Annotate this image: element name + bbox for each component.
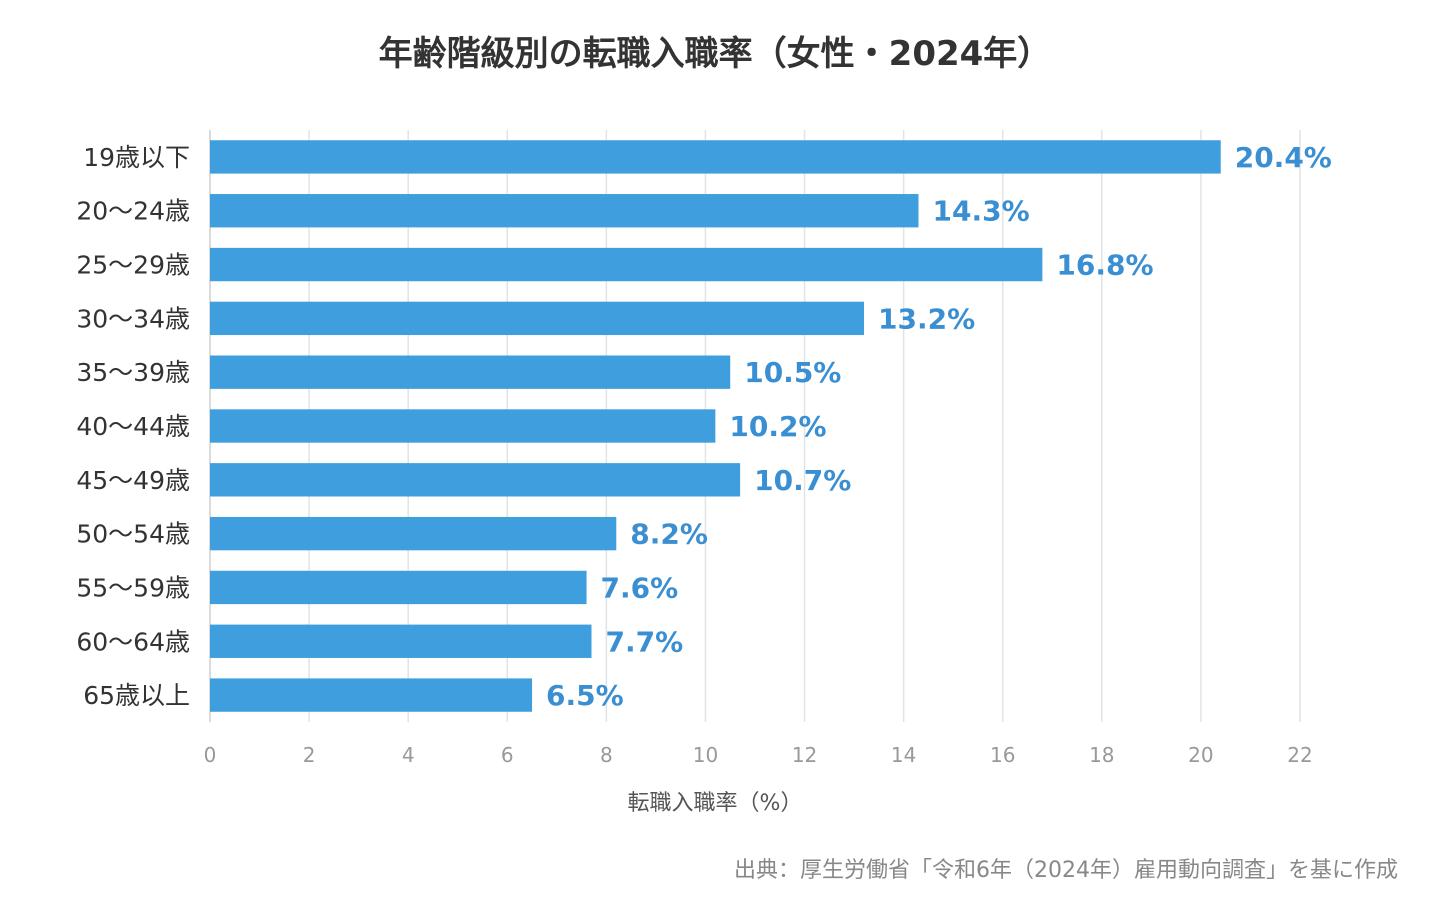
bar [210, 516, 617, 551]
x-tick-label: 18 [1089, 743, 1114, 767]
value-label: 20.4% [1235, 141, 1332, 174]
value-label: 7.7% [606, 625, 684, 658]
bar [210, 247, 1043, 282]
category-label: 65歳以上 [83, 681, 190, 710]
value-label: 6.5% [546, 679, 624, 712]
category-label: 50〜54歳 [76, 520, 190, 549]
value-label: 8.2% [630, 518, 708, 551]
x-tick-label: 20 [1188, 743, 1213, 767]
category-label: 25〜29歳 [76, 251, 190, 280]
category-labels: 19歳以下 20〜24歳 25〜29歳 30〜34歳 35〜39歳 40〜44歳 45〜49… [76, 143, 190, 710]
value-labels: 20.4% 14.3% 16.8% 13.2% 10.5% 10.2% 10.7% 8.2% 7… [546, 141, 1332, 712]
value-label: 10.5% [744, 356, 841, 389]
x-tick-label: 4 [402, 743, 415, 767]
bar [210, 140, 1221, 174]
bar [210, 409, 716, 443]
category-label: 30〜34歳 [76, 304, 190, 333]
x-tick-label: 6 [501, 743, 514, 767]
bar [210, 624, 592, 658]
category-label: 20〜24歳 [76, 197, 190, 226]
x-tick-label: 22 [1287, 743, 1312, 767]
x-tick-label: 0 [204, 743, 217, 767]
value-label: 14.3% [933, 195, 1030, 228]
x-tick-labels: 0 2 4 6 8 10 12 14 16 18 20 22 [204, 743, 1313, 767]
bar [210, 194, 919, 228]
value-label: 13.2% [878, 302, 975, 335]
category-label: 40〜44歳 [76, 412, 190, 441]
x-axis-label: 転職入職率（%） [628, 791, 803, 816]
category-label: 60〜64歳 [76, 627, 190, 656]
value-label: 7.6% [601, 571, 679, 604]
value-label: 10.7% [754, 464, 851, 497]
bar [210, 355, 731, 389]
bars-group [210, 140, 1221, 712]
x-tick-label: 12 [792, 743, 817, 767]
chart-title: 年齢階級別の転職入職率（女性・2024年） [379, 34, 1052, 74]
value-label: 10.2% [729, 410, 826, 443]
x-tick-label: 14 [891, 743, 916, 767]
source-note: 出典：厚生労働省「令和6年（2024年）雇用動向調査」を基に作成 [734, 858, 1398, 883]
x-tick-label: 8 [600, 743, 613, 767]
bar [210, 678, 533, 712]
bar [210, 463, 741, 497]
category-label: 35〜39歳 [76, 358, 190, 387]
x-tick-label: 2 [303, 743, 316, 767]
category-label: 19歳以下 [83, 143, 190, 172]
x-tick-label: 10 [693, 743, 718, 767]
x-tick-label: 16 [990, 743, 1015, 767]
bar [210, 301, 864, 336]
category-label: 45〜49歳 [76, 466, 190, 495]
value-label: 16.8% [1056, 249, 1153, 282]
category-label: 55〜59歳 [76, 573, 190, 602]
bar [210, 570, 587, 605]
